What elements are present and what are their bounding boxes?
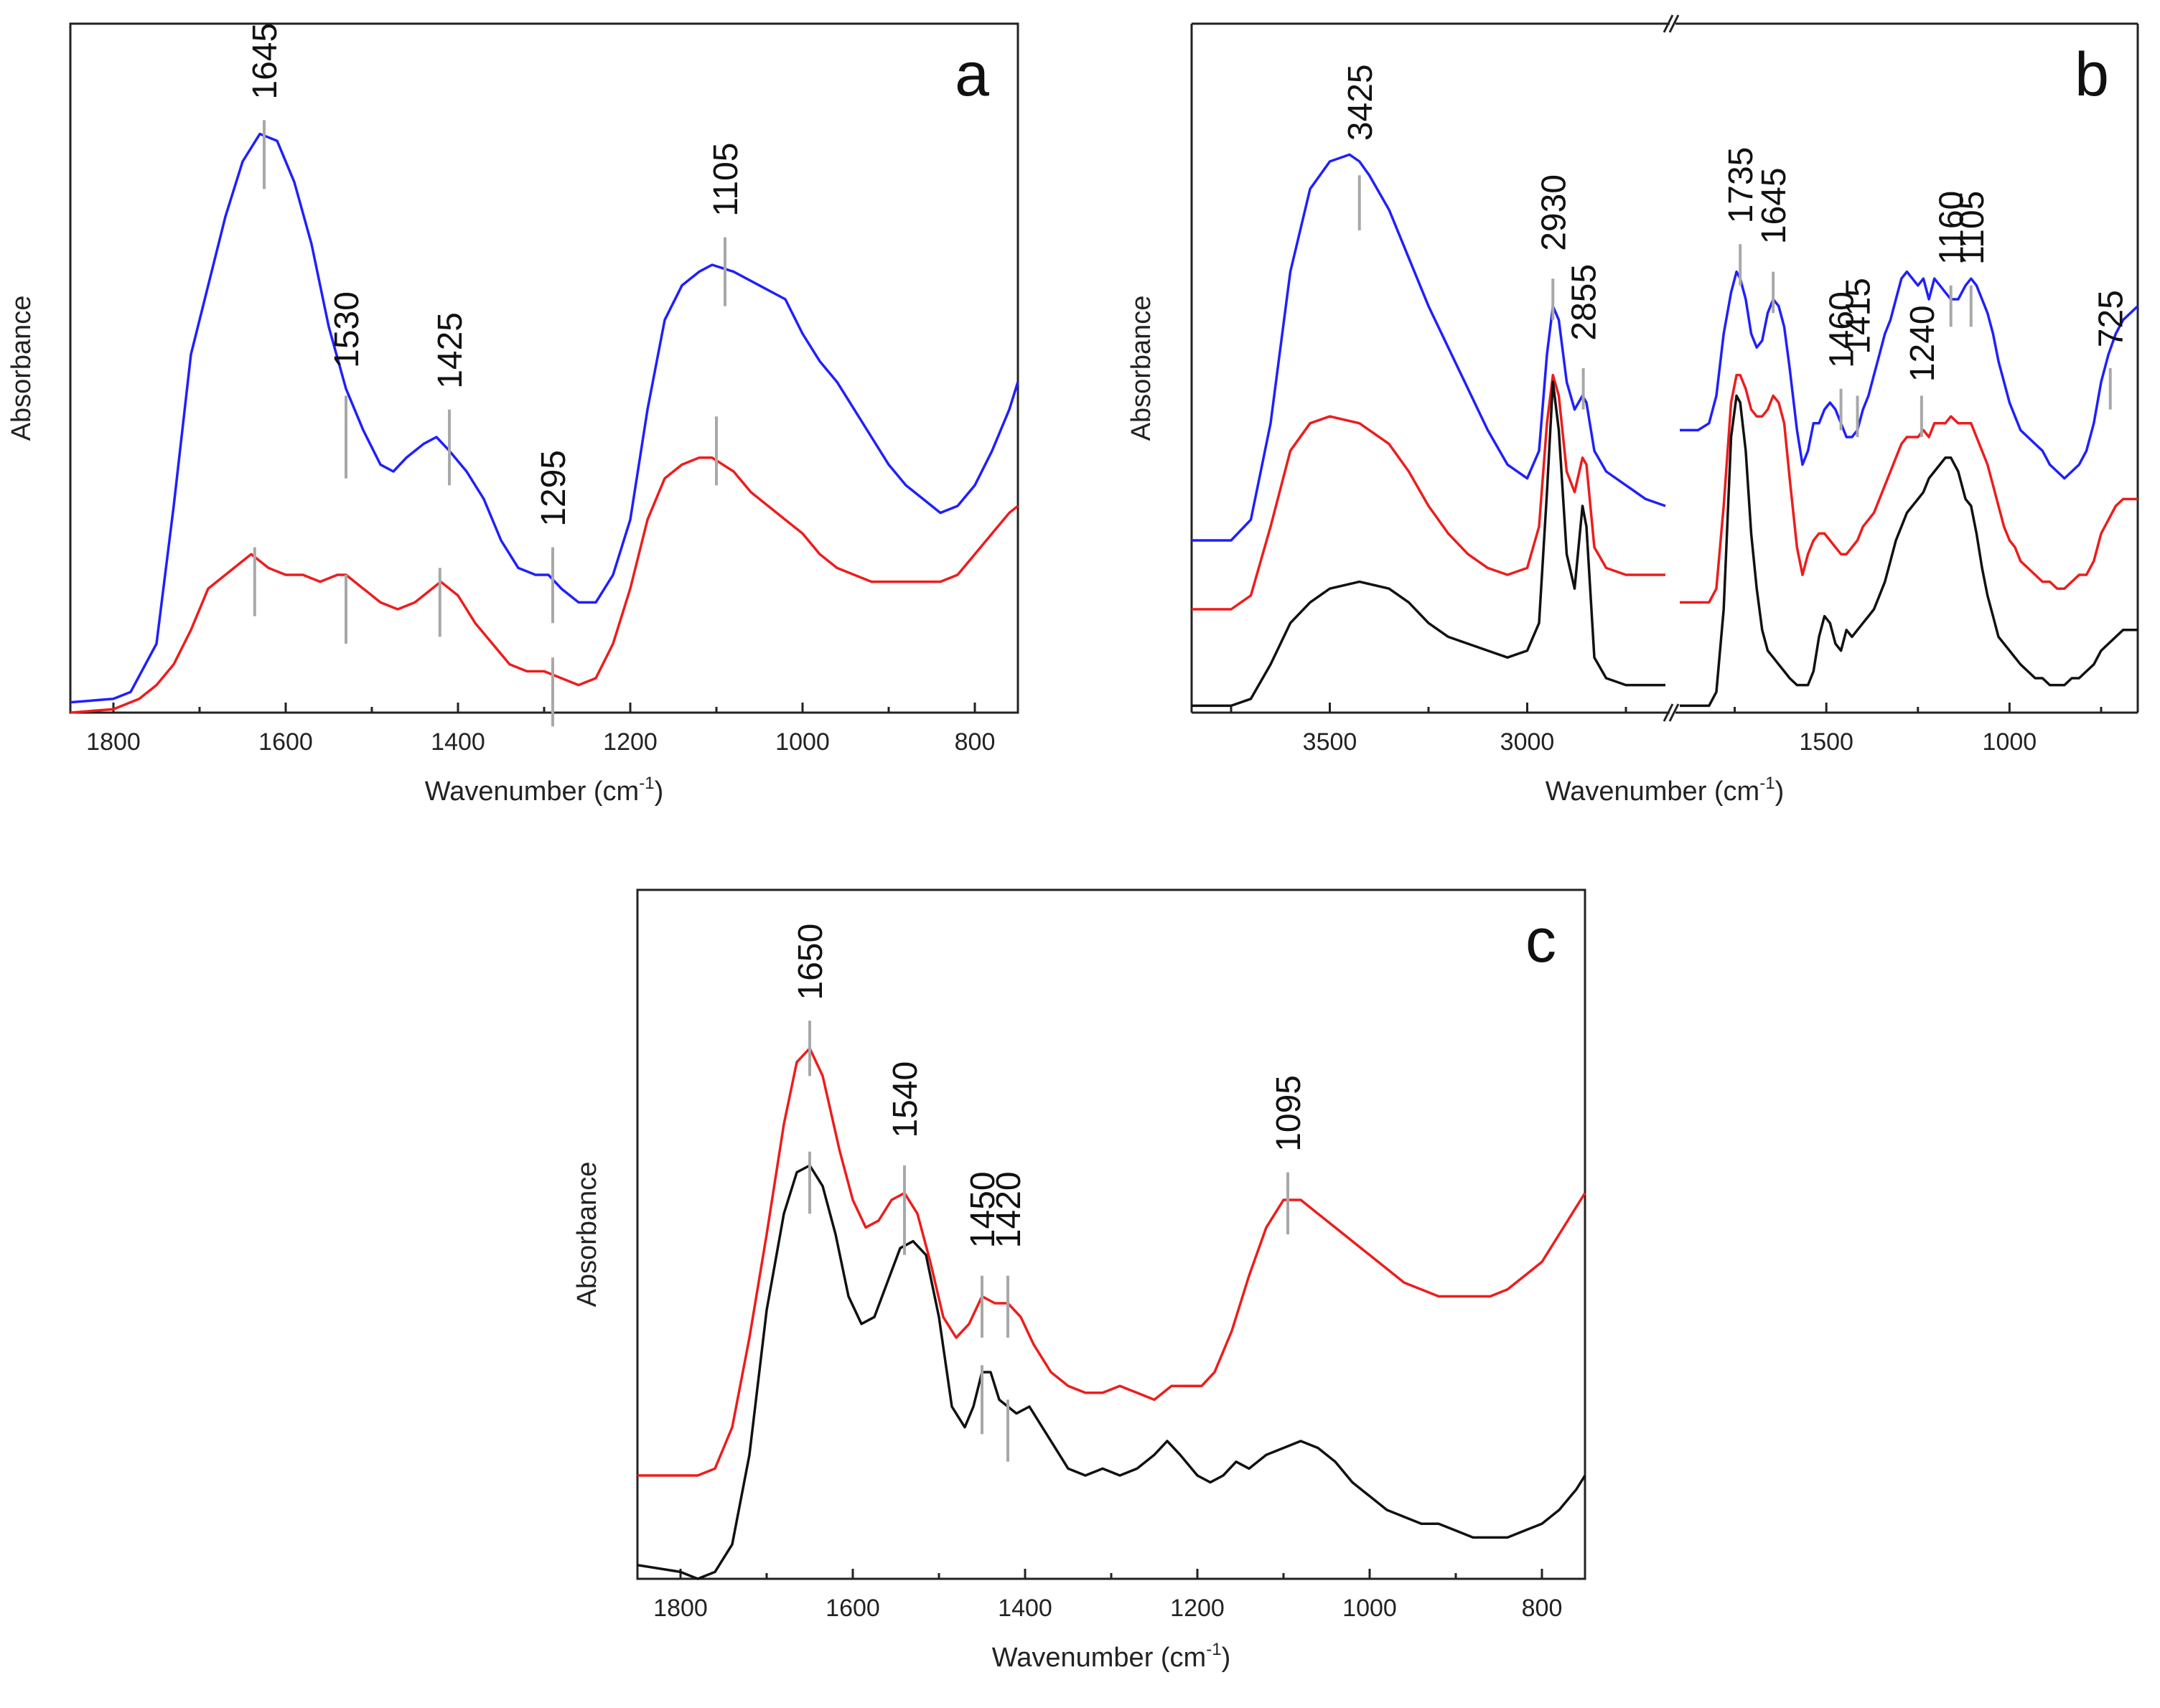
series-line-blue <box>70 132 1019 704</box>
x-tick-label: 1600 <box>258 728 313 756</box>
panel-letter-c: c <box>1525 906 1556 975</box>
axis-break-mark <box>1663 14 1674 33</box>
x-tick-label: 1600 <box>826 1595 880 1622</box>
series-line-black <box>637 1164 1586 1580</box>
x-axis-title: Wavenumber (cm-1) <box>992 1640 1230 1673</box>
series-line-red <box>1192 373 2138 611</box>
peak-label-1450: 1450 <box>964 1171 1002 1248</box>
x-tick-label: 1000 <box>1983 728 2037 756</box>
peak-label-1295: 1295 <box>535 450 573 527</box>
x-tick-label: 1000 <box>1342 1595 1397 1622</box>
peak-label-1095: 1095 <box>1270 1075 1308 1152</box>
x-tick-label: 800 <box>955 728 996 756</box>
chart-c: 1800 1600 1400 1200 1000 800 Wavenumber (cm-1)… <box>572 888 1586 1673</box>
panel-a: 1800 1600 1400 1200 1000 800 Wavenumber (cm-1)… <box>0 0 1048 847</box>
peak-label-725: 725 <box>2093 290 2131 347</box>
peak-label-2930: 2930 <box>1535 174 1573 251</box>
plot-frame <box>1190 14 2139 722</box>
x-tick-label: 1800 <box>653 1595 708 1622</box>
peak-label-1105: 1105 <box>707 143 745 217</box>
y-axis-title: Absorbance <box>1126 296 1156 441</box>
peak-label-1105: 1105 <box>1953 191 1991 265</box>
peak-label-1420: 1420 <box>990 1171 1028 1248</box>
series-line-black <box>1192 380 2138 708</box>
x-tick-label: 1000 <box>775 728 830 756</box>
chart-a: 1800 1600 1400 1200 1000 800 Wavenumber (cm-1)… <box>6 22 1019 807</box>
axis-break-mark <box>1663 703 1674 722</box>
panel-c: 1800 1600 1400 1200 1000 800 Wavenumber (cm-1)… <box>553 868 1601 1708</box>
peak-label-1650: 1650 <box>792 924 830 1000</box>
peak-label-1460: 1460 <box>1823 291 1861 368</box>
axis-break-mark <box>1668 703 1680 722</box>
y-axis-title: Absorbance <box>572 1162 602 1308</box>
peak-label-1160: 1160 <box>1933 191 1971 265</box>
x-tick-label: 1400 <box>998 1595 1052 1622</box>
panel-letter-b: b <box>2075 40 2109 109</box>
x-tick-label: 3500 <box>1303 728 1357 756</box>
panel-b: 3500 3000 1500 1000 Wavenumber (cm-1) Absorba… <box>1120 0 2160 847</box>
peak-label-1530: 1530 <box>328 291 366 368</box>
x-tick-label: 1400 <box>431 728 485 756</box>
peak-label-3425: 3425 <box>1342 64 1380 141</box>
peak-label-2855: 2855 <box>1566 264 1604 341</box>
peak-label-1645: 1645 <box>246 23 284 100</box>
x-tick-label: 3000 <box>1500 728 1555 756</box>
x-tick-label: 1500 <box>1799 728 1853 756</box>
peak-label-1415: 1415 <box>1840 278 1878 355</box>
x-tick-label: 1800 <box>86 728 141 756</box>
x-tick-label: 1200 <box>1170 1595 1225 1622</box>
peak-label-1240: 1240 <box>1904 305 1942 382</box>
series-line-blue <box>1192 153 2139 542</box>
x-tick-label: 1200 <box>603 728 658 756</box>
peak-label-1645: 1645 <box>1755 167 1793 244</box>
peak-label-1540: 1540 <box>887 1061 925 1138</box>
chart-b: 3500 3000 1500 1000 Wavenumber (cm-1) Absorba… <box>1126 14 2139 807</box>
x-tick-label: 800 <box>1522 1595 1563 1622</box>
plot-frame <box>69 22 1019 714</box>
x-axis-title: Wavenumber (cm-1) <box>1546 774 1784 807</box>
x-axis-title: Wavenumber (cm-1) <box>425 774 663 807</box>
y-axis-title: Absorbance <box>6 296 37 441</box>
axis-break-mark <box>1668 14 1680 33</box>
peak-label-1735: 1735 <box>1722 147 1760 224</box>
peak-label-1425: 1425 <box>431 312 469 389</box>
panel-letter-a: a <box>955 40 989 109</box>
series-line-red <box>637 1047 1586 1477</box>
